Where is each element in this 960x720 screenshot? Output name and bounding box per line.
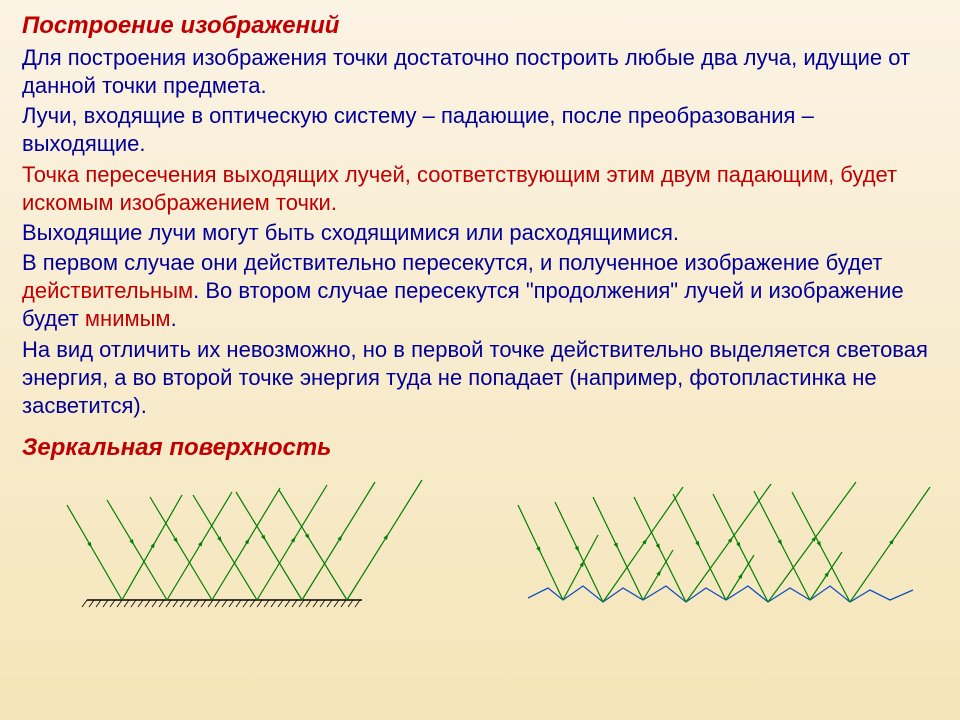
paragraph-6: На вид отличить их невозможно, но в перв… <box>22 336 938 420</box>
paragraph-5: В первом случае они действительно пересе… <box>22 249 938 333</box>
paragraph-4: Выходящие лучи могут быть сходящимися ил… <box>22 219 938 247</box>
slide-subtitle: Зеркальная поверхность <box>22 434 938 462</box>
para5-part-e: . <box>171 306 177 331</box>
slide-title: Построение изображений <box>22 12 938 40</box>
slide-container: Построение изображений Для построения из… <box>0 0 960 720</box>
para5-word-virtual: мнимым <box>85 306 171 331</box>
para5-word-real: действительным <box>22 278 193 303</box>
diagram-row <box>22 470 938 620</box>
paragraph-2: Лучи, входящие в оптическую систему – па… <box>22 102 938 158</box>
diagram-rough-surface <box>508 470 938 620</box>
paragraph-3: Точка пересечения выходящих лучей, соотв… <box>22 161 938 217</box>
para5-part-a: В первом случае они действительно пересе… <box>22 250 882 275</box>
diagram-flat-mirror <box>22 470 452 620</box>
paragraph-1: Для построения изображения точки достато… <box>22 44 938 100</box>
